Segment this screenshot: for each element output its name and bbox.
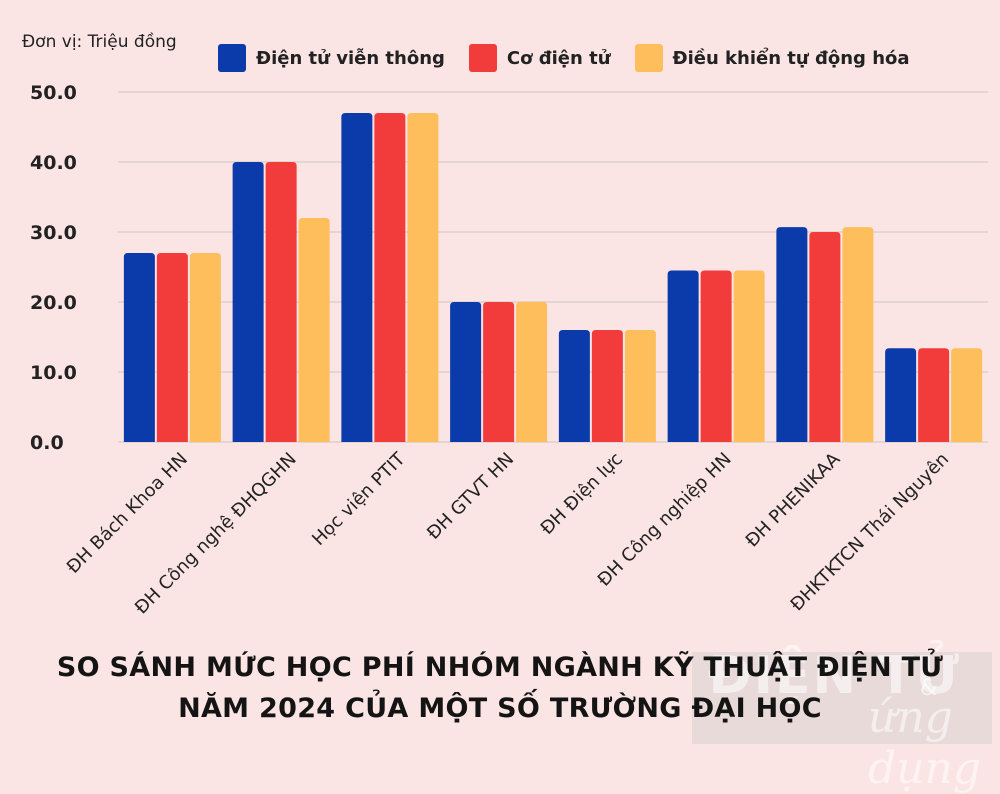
bar [232, 162, 264, 442]
chart-title-line2: NĂM 2024 CỦA MỘT SỐ TRƯỜNG ĐẠI HỌC [178, 693, 822, 724]
bar [558, 330, 590, 442]
bar [700, 270, 732, 442]
watermark-logo-text: ĐIỆN TỬ [708, 646, 961, 706]
y-tick-label: 50.0 [30, 82, 77, 104]
legend-swatch-blue [218, 44, 246, 72]
legend-swatch-red [468, 44, 497, 72]
y-tick-label: 10.0 [30, 362, 77, 384]
legend-item-dien-tu-vien-thong: Điện tử viễn thông [218, 44, 445, 72]
legend-swatch-yellow [634, 44, 663, 72]
bar [189, 253, 221, 442]
bar [483, 302, 515, 442]
unit-label: Đơn vị: Triệu đồng [22, 32, 177, 52]
bar [516, 302, 548, 442]
y-tick-label: 20.0 [30, 292, 77, 314]
bar [450, 302, 482, 442]
y-tick-label: 30.0 [30, 222, 77, 244]
bar [341, 113, 373, 442]
bar [265, 162, 297, 442]
y-tick-label: 0.0 [30, 432, 64, 454]
bar [624, 330, 656, 442]
watermark-background [692, 652, 992, 744]
watermark-ampersand: & [920, 676, 938, 701]
legend-item-dieu-khien-tu-dong-hoa: Điều khiển tự động hóa [634, 44, 910, 72]
bar [951, 348, 983, 442]
x-tick-label: ĐH PHENIKAA [742, 448, 845, 551]
x-tick-label: ĐH GTVT HN [423, 449, 518, 544]
x-tick-label: ĐH Bách Khoa HN [63, 449, 192, 578]
bar-chart: 0.0 10.0 20.0 30.0 40.0 50.0 ĐH Bách Khoa HN ĐH… [30, 82, 988, 618]
y-tick-label: 40.0 [30, 152, 77, 174]
legend: Điện tử viễn thông Cơ điện tử Điều khiển… [218, 44, 934, 72]
bar [123, 253, 155, 442]
legend-label: Điện tử viễn thông [256, 47, 445, 69]
x-tick-label: Học viện PTIT [308, 448, 410, 550]
bar [591, 330, 623, 442]
bar [156, 253, 188, 442]
bar [667, 270, 699, 442]
chart-title-line1: SO SÁNH MỨC HỌC PHÍ NHÓM NGÀNH KỸ THUẬT … [56, 652, 944, 683]
bar [776, 227, 808, 442]
bar [298, 218, 330, 442]
bar [809, 232, 841, 442]
bar [374, 113, 406, 442]
bar [407, 113, 439, 442]
bar [885, 348, 917, 442]
bar [733, 270, 765, 442]
legend-item-co-dien-tu: Cơ điện tử [468, 44, 611, 72]
x-tick-label: ĐH Điện lực [537, 449, 627, 539]
bar [918, 348, 950, 442]
legend-label: Cơ điện tử [506, 47, 611, 69]
bar [842, 227, 874, 442]
legend-label: Điều khiển tự động hóa [672, 47, 910, 69]
